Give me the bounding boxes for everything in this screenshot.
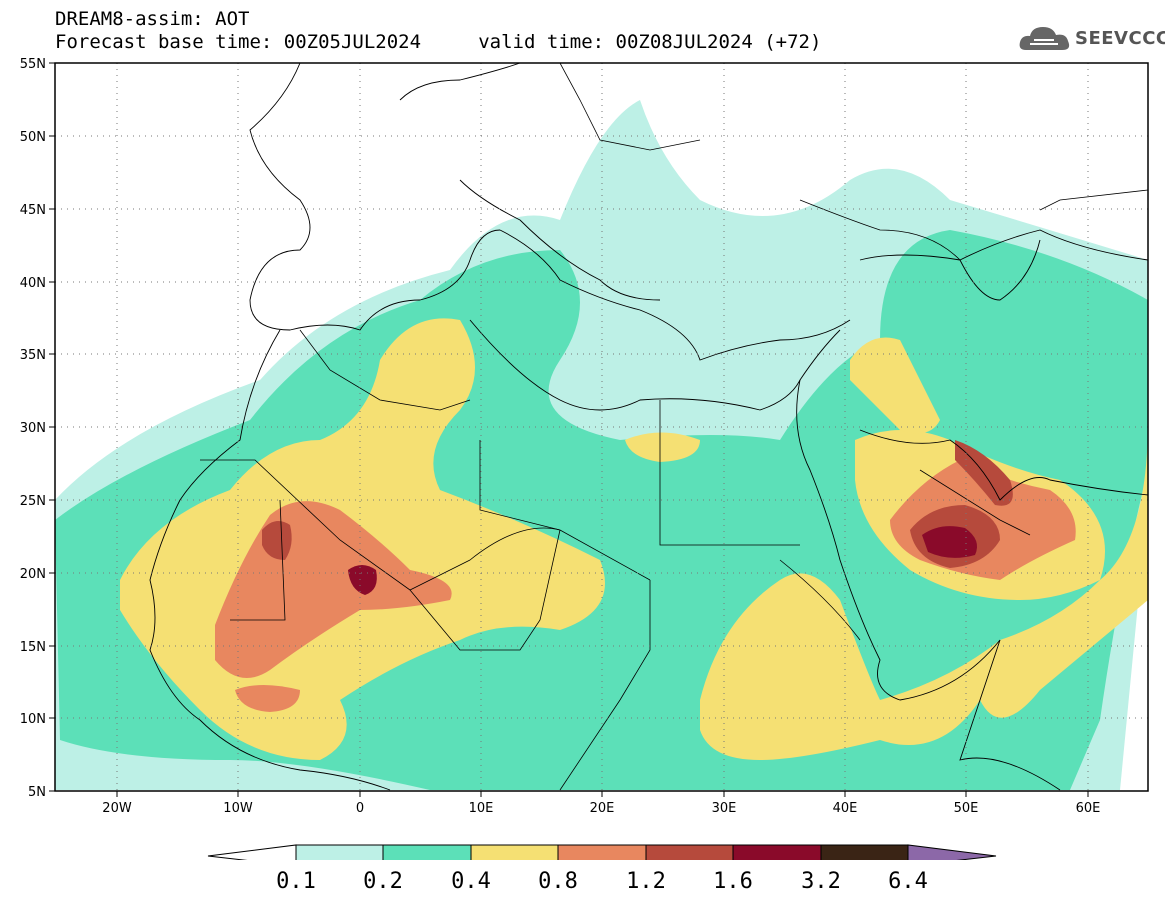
lon-label: 20E bbox=[590, 801, 615, 816]
graticule bbox=[55, 63, 1148, 791]
aot-level-0.4-iraq bbox=[850, 337, 940, 434]
colorbar-swatch bbox=[645, 844, 734, 860]
lon-label: 30E bbox=[712, 801, 737, 816]
lat-label: 20N bbox=[20, 567, 46, 582]
aot-level-0.8-sahel bbox=[235, 685, 300, 712]
colorbar-label: 0.1 bbox=[276, 869, 316, 894]
lat-label: 50N bbox=[20, 130, 46, 145]
lat-label: 10N bbox=[20, 712, 46, 727]
lon-label: 10E bbox=[469, 801, 494, 816]
latitude-labels: 55N 50N 45N 40N 35N 30N 25N 20N 15N 10N … bbox=[20, 57, 46, 800]
aot-level-1.2-mauritania bbox=[262, 521, 292, 560]
longitude-labels: 20W 10W 0 10E 20E 30E 40E 50E 60E bbox=[102, 801, 1100, 816]
tick-marks bbox=[49, 62, 1089, 797]
lat-label: 30N bbox=[20, 421, 46, 436]
colorbar-swatch bbox=[295, 844, 384, 860]
lat-label: 55N bbox=[20, 57, 46, 72]
lon-label: 20W bbox=[102, 801, 132, 816]
colorbar-label: 1.6 bbox=[713, 869, 753, 894]
colorbar-label: 1.2 bbox=[626, 869, 666, 894]
plot-title: DREAM8-assim: AOT bbox=[55, 8, 250, 30]
colorbar-swatch bbox=[470, 844, 559, 860]
colorbar-arrow-low bbox=[207, 844, 297, 860]
colorbar-label: 0.8 bbox=[538, 869, 578, 894]
colorbar-swatch bbox=[557, 844, 647, 860]
lat-label: 25N bbox=[20, 494, 46, 509]
country-borders bbox=[200, 63, 1148, 791]
aot-level-0.4-east bbox=[700, 420, 1148, 760]
lat-label: 45N bbox=[20, 203, 46, 218]
colorbar-label: 0.4 bbox=[451, 869, 491, 894]
lat-label: 40N bbox=[20, 276, 46, 291]
colorbar-swatch bbox=[820, 844, 909, 860]
coastlines bbox=[149, 63, 1148, 791]
colorbar-label: 3.2 bbox=[801, 869, 841, 894]
aot-map: 55N 50N 45N 40N 35N 30N 25N 20N 15N 10N … bbox=[20, 57, 1149, 860]
logo-text: SEEVCCC bbox=[1075, 28, 1165, 49]
aot-level-1.6-rubalkhali bbox=[922, 526, 978, 558]
lon-label: 60E bbox=[1076, 801, 1101, 816]
lon-label: 40E bbox=[833, 801, 858, 816]
forecast-times: Forecast base time: 00Z05JUL2024 valid t… bbox=[55, 31, 822, 53]
aot-level-0.4-libya bbox=[625, 432, 700, 462]
lon-label: 10W bbox=[223, 801, 253, 816]
colorbar-arrow-high bbox=[907, 844, 997, 860]
lon-label: 0 bbox=[356, 801, 364, 816]
colorbar-label: 6.4 bbox=[888, 869, 928, 894]
seevccc-logo: SEEVCCC bbox=[1018, 22, 1165, 56]
lat-label: 15N bbox=[20, 640, 46, 655]
lat-label: 5N bbox=[28, 785, 46, 800]
colorbar-swatch bbox=[382, 844, 472, 860]
cloud-icon bbox=[1019, 27, 1070, 50]
colorbar-label: 0.2 bbox=[363, 869, 403, 894]
lon-label: 50E bbox=[954, 801, 979, 816]
colorbar bbox=[207, 844, 997, 860]
colorbar-swatch bbox=[732, 844, 822, 860]
lat-label: 35N bbox=[20, 348, 46, 363]
